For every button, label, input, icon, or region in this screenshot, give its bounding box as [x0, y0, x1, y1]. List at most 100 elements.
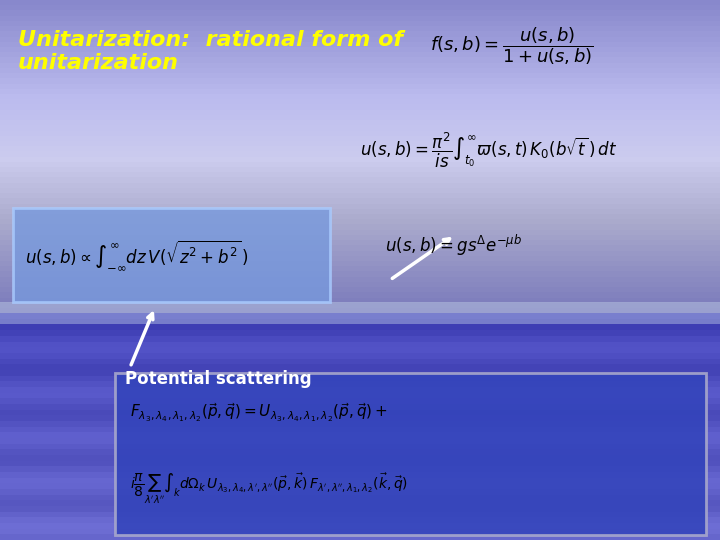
Bar [0, 330, 720, 336]
Bar [0, 415, 720, 421]
Bar [0, 381, 720, 387]
Bar [0, 5, 720, 10]
Bar [0, 495, 720, 500]
Bar [0, 57, 720, 63]
Bar [0, 157, 720, 162]
Bar [0, 146, 720, 151]
Bar [0, 16, 720, 21]
Bar [0, 512, 720, 517]
Bar [0, 455, 720, 461]
Bar [0, 198, 720, 204]
Bar [0, 477, 720, 483]
Bar [0, 78, 720, 84]
Bar [0, 303, 720, 308]
Bar [0, 37, 720, 42]
Bar [0, 336, 720, 342]
Bar [0, 73, 720, 78]
Bar [0, 387, 720, 393]
Bar [0, 483, 720, 489]
Bar [0, 376, 720, 381]
Bar [0, 47, 720, 52]
Bar [0, 10, 720, 16]
Bar [0, 427, 720, 432]
Bar [0, 517, 720, 523]
Bar [0, 438, 720, 444]
Bar [0, 225, 720, 230]
Bar [0, 104, 720, 110]
Bar [0, 240, 720, 245]
Bar [0, 251, 720, 256]
Bar [0, 298, 720, 303]
Bar [0, 342, 720, 347]
Bar [0, 421, 720, 427]
Bar [0, 99, 720, 104]
Bar [0, 347, 720, 353]
Bar [0, 410, 720, 415]
Bar [0, 31, 720, 37]
Bar [0, 489, 720, 495]
Bar [0, 287, 720, 292]
Bar [0, 266, 720, 272]
Bar [0, 466, 720, 472]
Bar [0, 26, 720, 31]
Bar [0, 472, 720, 477]
Bar [0, 131, 720, 136]
Bar [0, 393, 720, 399]
Bar [0, 167, 720, 172]
Bar [0, 404, 720, 410]
Text: $u(s,b) \propto \int_{-\infty}^{\infty} dz\,V(\sqrt{z^2+b^2}\,)$: $u(s,b) \propto \int_{-\infty}^{\infty} … [25, 238, 249, 272]
Bar [0, 21, 720, 26]
Bar [0, 183, 720, 188]
Bar [0, 0, 720, 5]
Bar [0, 178, 720, 183]
Bar [0, 193, 720, 198]
Bar [0, 506, 720, 512]
Bar [0, 302, 720, 324]
Bar [0, 308, 720, 313]
Bar [0, 235, 720, 240]
Bar [0, 449, 720, 455]
Bar [0, 500, 720, 506]
Text: $u(s,b) = \dfrac{\pi^2}{is} \int_{t_0}^{\infty} \varpi(s,t)\,K_0(b\sqrt{t}\,)\,d: $u(s,b) = \dfrac{\pi^2}{is} \int_{t_0}^{… [360, 130, 618, 170]
Bar [0, 261, 720, 266]
Text: $f(s,b) = \dfrac{u(s,b)}{1+u(s,b)}$: $f(s,b) = \dfrac{u(s,b)}{1+u(s,b)}$ [430, 25, 593, 66]
Bar [0, 535, 720, 540]
Bar [0, 370, 720, 376]
Bar [0, 272, 720, 276]
Bar [0, 282, 720, 287]
Bar [0, 120, 720, 125]
Bar [0, 136, 720, 141]
Bar [0, 529, 720, 535]
Bar [0, 319, 720, 325]
Bar [0, 359, 720, 364]
Bar [0, 209, 720, 214]
Bar [0, 110, 720, 115]
Bar [0, 42, 720, 47]
Bar [0, 125, 720, 131]
Bar [13, 208, 330, 302]
Text: $i \dfrac{\pi}{8} \sum_{\lambda^{\prime}\lambda^{\prime\prime}} \int_k d\Omega_k: $i \dfrac{\pi}{8} \sum_{\lambda^{\prime}… [130, 472, 408, 507]
Bar [0, 63, 720, 68]
Bar [0, 204, 720, 209]
Bar [0, 89, 720, 94]
Bar [0, 188, 720, 193]
Bar [0, 276, 720, 282]
Bar [0, 353, 720, 359]
Bar [0, 214, 720, 219]
Bar [0, 432, 720, 438]
Bar [0, 313, 720, 319]
Bar [0, 151, 720, 157]
Bar [0, 68, 720, 73]
Bar [0, 94, 720, 99]
Bar [0, 219, 720, 225]
Text: $F_{\lambda_3,\lambda_4,\lambda_1,\lambda_2}(\vec{p},\vec{q}) = U_{\lambda_3,\la: $F_{\lambda_3,\lambda_4,\lambda_1,\lambd… [130, 402, 388, 424]
Bar [0, 84, 720, 89]
Bar [0, 292, 720, 298]
Bar [0, 523, 720, 529]
Text: $u(s,b) = g s^{\Delta} e^{-\mu b}$: $u(s,b) = g s^{\Delta} e^{-\mu b}$ [385, 232, 522, 258]
Bar [0, 230, 720, 235]
Bar [0, 444, 720, 449]
Text: Potential scattering: Potential scattering [125, 370, 312, 388]
Bar [115, 373, 706, 535]
Bar [0, 399, 720, 404]
